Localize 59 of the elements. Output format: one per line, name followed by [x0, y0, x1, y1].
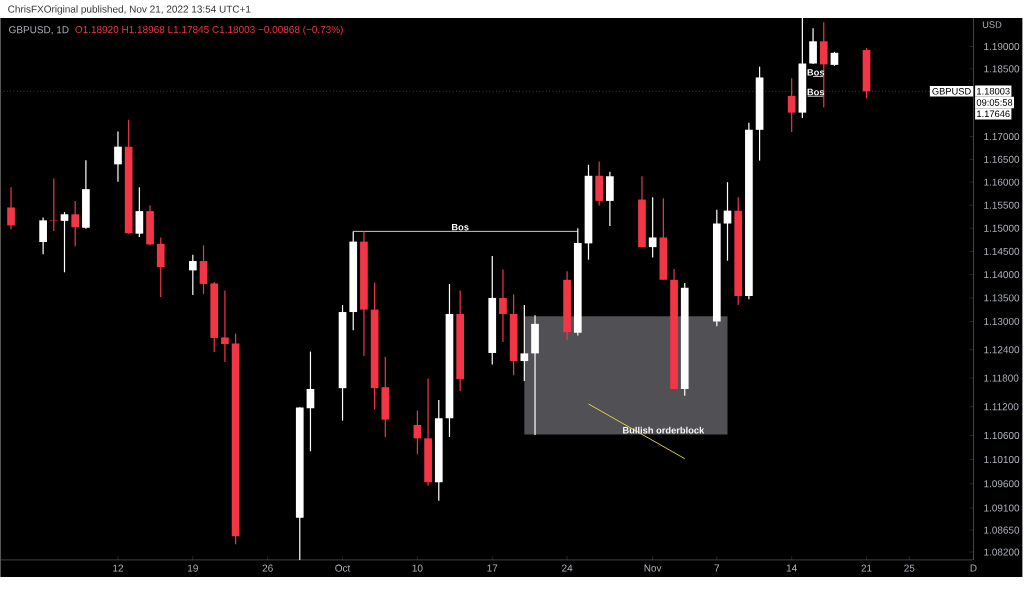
x-tick-label: Nov [644, 564, 662, 572]
text: ChrisFXOriginal published, Nov 21, 2022 13:54 UTC+1 [8, 5, 251, 15]
candlestick [520, 304, 529, 382]
candlestick [49, 178, 58, 232]
y-axis-title: USD [982, 21, 1002, 28]
candlestick [156, 236, 165, 298]
candlestick [7, 186, 15, 230]
y-tick-label: 1.13000 [984, 317, 1020, 326]
x-tick-label: 21 [861, 564, 872, 572]
x-tick-label: 26 [262, 564, 273, 572]
text: 1.17646 [977, 110, 1010, 118]
x-tick-label: 7 [714, 564, 720, 572]
x-tick-label: 17 [487, 564, 498, 572]
candlestick [135, 186, 144, 238]
y-tick-label: 1.14500 [984, 247, 1020, 256]
y-tick-label: 1.13500 [984, 294, 1020, 302]
y-tick-label: 1.09100 [984, 504, 1020, 512]
y-tick-label: 1.08200 [984, 548, 1020, 556]
y-tick-label: 1.10100 [984, 456, 1020, 464]
candlestick [221, 290, 229, 363]
candlestick [188, 254, 197, 296]
y-tick-label: 1.08650 [984, 526, 1020, 534]
candlestick [787, 77, 796, 133]
candlestick [71, 200, 80, 247]
y-tick-label: 1.15000 [984, 224, 1020, 232]
y-tick-label: 1.18500 [984, 65, 1020, 73]
y-tick-label: 1.10600 [984, 432, 1020, 440]
annotation: Bos [452, 224, 469, 231]
x-tick-label: Oct [335, 564, 351, 572]
candlestick [60, 211, 69, 273]
text: GBPUSD, 1D [9, 26, 69, 35]
x-tick-label: 14 [786, 564, 797, 572]
y-tick-label: 1.16000 [984, 178, 1020, 186]
candlestick [199, 244, 208, 295]
x-tick-label: 12 [113, 564, 124, 572]
text: 09:05:58 [976, 99, 1013, 106]
y-tick-label: 1.14000 [984, 271, 1020, 279]
y-tick-label: 1.11800 [984, 374, 1019, 382]
candlestick [809, 27, 817, 65]
x-tick-label: 25 [904, 564, 915, 572]
y-tick-label: 1.12400 [984, 346, 1020, 354]
candlestick [39, 217, 47, 255]
y-tick-label: 1.19000 [984, 43, 1020, 51]
x-tick-label: 10 [412, 564, 423, 572]
x-tick-label: D [970, 564, 977, 572]
y-tick-label: 1.09600 [984, 480, 1020, 488]
y-tick-label: 1.17000 [984, 133, 1020, 141]
text: O1.18920 H1.18968 L1.17845 C1.18003 −0.00868 (−0.73%) [75, 25, 343, 36]
x-tick-label: 24 [562, 564, 573, 572]
candlestick [499, 268, 507, 343]
ref-line-label: GBPUSD [932, 88, 971, 95]
text: 1.18003 [977, 87, 1010, 95]
y-tick-label: 1.11200 [984, 403, 1019, 411]
candlestick [648, 196, 657, 259]
y-tick-label: 1.16500 [984, 155, 1020, 164]
y-tick-label: 1.15500 [984, 201, 1020, 209]
x-tick-label: 19 [188, 564, 198, 572]
candlestick [723, 181, 732, 262]
candlestick [114, 131, 122, 183]
